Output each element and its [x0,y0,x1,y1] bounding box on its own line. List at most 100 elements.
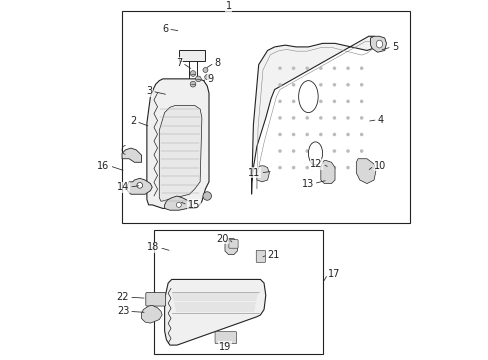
Polygon shape [370,36,386,52]
Circle shape [190,81,196,87]
FancyBboxPatch shape [215,332,236,344]
Circle shape [318,100,322,103]
Circle shape [305,100,308,103]
Circle shape [318,133,322,136]
Circle shape [291,166,295,170]
Text: 14: 14 [117,182,129,192]
Text: 11: 11 [248,168,260,178]
Polygon shape [164,279,265,345]
Circle shape [318,83,322,86]
Circle shape [359,67,363,70]
Bar [122,12,409,222]
Circle shape [332,133,336,136]
Circle shape [359,116,363,120]
Text: 5: 5 [391,42,397,52]
Polygon shape [141,305,162,323]
Circle shape [305,149,308,153]
Text: 15: 15 [187,200,200,210]
Circle shape [278,67,281,70]
Polygon shape [127,178,152,194]
Circle shape [346,67,349,70]
Circle shape [278,116,281,120]
Circle shape [359,100,363,103]
Circle shape [137,183,142,188]
Text: 8: 8 [214,58,220,68]
Circle shape [346,133,349,136]
Circle shape [346,166,349,170]
Polygon shape [146,79,208,208]
Text: 6: 6 [162,24,168,34]
Circle shape [318,149,322,153]
Polygon shape [179,50,205,61]
Circle shape [332,100,336,103]
Polygon shape [320,161,334,184]
Text: 10: 10 [373,161,386,171]
Ellipse shape [308,142,322,165]
Text: 23: 23 [117,306,129,316]
Bar [154,230,322,354]
Circle shape [305,133,308,136]
Text: 2: 2 [130,116,136,126]
Polygon shape [251,36,377,194]
Text: 7: 7 [176,58,182,68]
Text: 21: 21 [267,249,279,260]
Polygon shape [122,148,141,162]
Text: 22: 22 [116,292,129,302]
Circle shape [278,83,281,86]
Ellipse shape [375,40,382,48]
Circle shape [359,149,363,153]
Circle shape [346,149,349,153]
Circle shape [278,133,281,136]
FancyBboxPatch shape [145,293,165,306]
Circle shape [278,166,281,170]
Circle shape [305,83,308,86]
Circle shape [332,116,336,120]
Circle shape [190,71,196,76]
Circle shape [318,67,322,70]
FancyBboxPatch shape [256,250,265,262]
Text: 16: 16 [97,161,109,171]
Text: 4: 4 [377,115,383,125]
Circle shape [359,133,363,136]
Text: 17: 17 [327,269,340,279]
Text: 13: 13 [301,179,313,189]
Polygon shape [256,166,269,182]
Circle shape [278,100,281,103]
Circle shape [318,166,322,170]
Circle shape [346,100,349,103]
Circle shape [291,67,295,70]
Polygon shape [164,196,191,210]
Circle shape [318,116,322,120]
Text: 3: 3 [146,86,152,96]
Circle shape [346,83,349,86]
Circle shape [203,192,211,200]
Circle shape [203,67,207,72]
Polygon shape [159,105,202,201]
Circle shape [332,83,336,86]
Circle shape [332,166,336,170]
Circle shape [305,116,308,120]
FancyBboxPatch shape [228,240,238,248]
Circle shape [359,83,363,86]
Circle shape [332,149,336,153]
Circle shape [176,202,181,207]
Text: 12: 12 [309,159,322,169]
Text: 19: 19 [219,342,231,352]
Circle shape [305,166,308,170]
Circle shape [291,116,295,120]
Ellipse shape [298,81,318,113]
Polygon shape [224,239,237,255]
Circle shape [204,75,209,80]
Circle shape [278,149,281,153]
Text: 9: 9 [207,74,213,84]
Circle shape [332,67,336,70]
Circle shape [195,76,201,82]
Circle shape [291,133,295,136]
Circle shape [291,100,295,103]
Circle shape [359,166,363,170]
Circle shape [291,149,295,153]
Text: 20: 20 [216,234,228,244]
Polygon shape [356,159,375,184]
Circle shape [346,116,349,120]
Text: 18: 18 [147,243,159,252]
